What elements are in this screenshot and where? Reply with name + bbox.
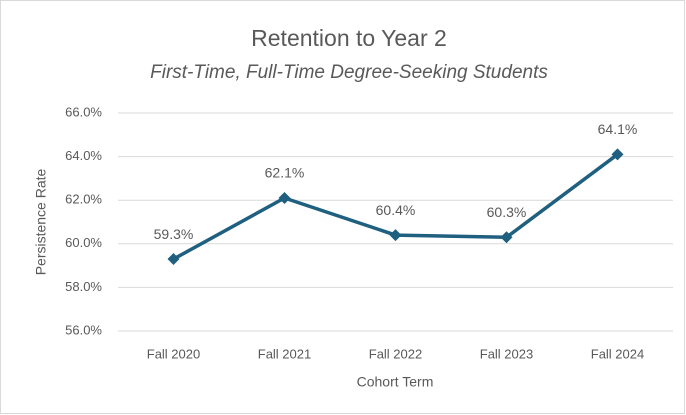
marker: [167, 253, 180, 266]
chart-subtitle: First-Time, Full-Time Degree-Seeking Stu…: [150, 62, 548, 83]
y-tick-label: 62.0%: [65, 192, 102, 207]
chart-title: Retention to Year 2: [251, 25, 447, 51]
y-tick-label: 56.0%: [65, 322, 102, 337]
data-label: 59.3%: [154, 226, 194, 242]
data-label: 62.1%: [265, 165, 305, 181]
marker: [611, 148, 624, 161]
y-tick-label: 58.0%: [65, 279, 102, 294]
y-axis-title: Persistence Rate: [33, 168, 49, 275]
data-label: 60.4%: [376, 202, 416, 218]
y-tick-label: 64.0%: [65, 148, 102, 163]
x-axis-title: Cohort Term: [357, 374, 434, 390]
x-tick-label: Fall 2022: [369, 346, 422, 361]
data-label: 64.1%: [598, 121, 638, 137]
marker: [278, 192, 291, 205]
marker: [500, 231, 513, 244]
x-tick-label: Fall 2020: [147, 346, 200, 361]
y-tick-label: 60.0%: [65, 235, 102, 250]
marker: [389, 229, 402, 242]
data-label: 60.3%: [487, 204, 527, 220]
x-tick-label: Fall 2023: [480, 346, 533, 361]
x-tick-label: Fall 2021: [258, 346, 311, 361]
x-tick-label: Fall 2024: [591, 346, 644, 361]
y-tick-label: 66.0%: [65, 104, 102, 119]
